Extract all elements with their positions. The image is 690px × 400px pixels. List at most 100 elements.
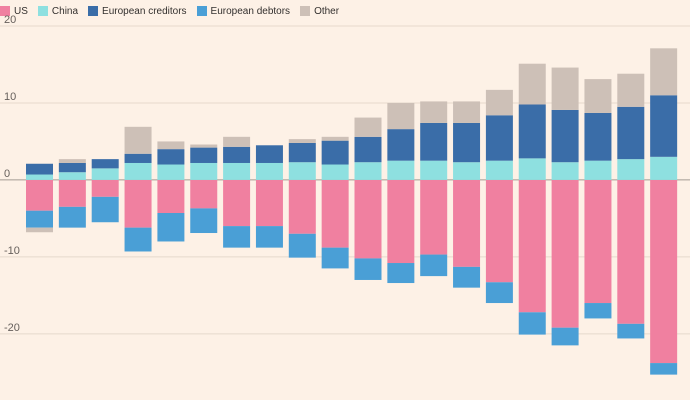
bar-segment — [354, 179, 382, 259]
bar-segment — [387, 102, 415, 130]
bar-segment — [518, 63, 546, 105]
bar-segment — [551, 162, 579, 180]
bar-segment — [420, 179, 448, 255]
bar-segment — [354, 117, 382, 137]
bar-segment — [617, 323, 645, 339]
y-tick-label: 0 — [4, 168, 10, 180]
legend-item: European debtors — [196, 6, 290, 17]
bar-segment — [190, 162, 218, 180]
bar-segment — [617, 106, 645, 160]
bar-segment — [584, 112, 612, 161]
bar-segment — [157, 179, 185, 214]
bar-segment — [354, 162, 382, 180]
legend-swatch — [37, 6, 48, 16]
bar-segment — [58, 162, 86, 173]
bar-segment — [91, 168, 119, 180]
bar-segment — [157, 141, 185, 150]
bar-segment — [124, 153, 152, 163]
bar-segment — [551, 109, 579, 163]
bar-segment — [91, 159, 119, 169]
bar-segment — [420, 160, 448, 180]
bar-segment — [453, 122, 481, 163]
bar-segment — [387, 160, 415, 180]
legend: US China European creditors European debtor… — [0, 3, 349, 19]
bar-segment — [584, 179, 612, 304]
bar-segment — [485, 115, 513, 161]
bar-segment — [650, 48, 678, 96]
legend-item: US — [0, 6, 28, 17]
y-tick-label: -10 — [4, 245, 20, 257]
bar-segment — [288, 142, 316, 163]
bar-segment — [321, 179, 349, 248]
bar-segment — [190, 147, 218, 163]
y-tick-label: 20 — [4, 14, 16, 26]
bar-segment — [518, 104, 546, 159]
legend-item: Other — [300, 6, 339, 17]
bar-segment — [255, 179, 283, 227]
bar-segment — [551, 179, 579, 328]
y-tick-label: -20 — [4, 322, 20, 334]
legend-swatch — [0, 6, 10, 16]
bar-segment — [157, 213, 185, 242]
bar-segment — [26, 163, 53, 175]
bar-segment — [255, 162, 283, 180]
bar-segment — [518, 179, 546, 313]
bar-segment — [453, 101, 481, 123]
bar-segment — [91, 179, 119, 197]
bar-segment — [584, 160, 612, 180]
bar-segment — [650, 363, 678, 375]
bar-segment — [617, 73, 645, 107]
bar-segment — [157, 149, 185, 165]
bar-segment — [387, 129, 415, 161]
bar-segment — [650, 156, 678, 180]
bar-segment — [124, 227, 152, 252]
bar-segment — [485, 160, 513, 180]
bar-segment — [157, 164, 185, 180]
bar-segment — [321, 164, 349, 180]
bar-segment — [91, 196, 119, 223]
bar-segment — [420, 254, 448, 277]
bar-segment — [518, 158, 546, 180]
bar-segment — [584, 303, 612, 319]
bar-segment — [387, 263, 415, 284]
bar-segment — [26, 227, 53, 233]
bar-segment — [288, 139, 316, 143]
bar-segment — [190, 144, 218, 148]
bar-segment — [223, 136, 251, 147]
legend-swatch — [88, 6, 99, 16]
bar-segment — [650, 179, 678, 364]
bar-segment — [223, 146, 251, 163]
bar-segment — [617, 159, 645, 180]
bar-segment — [58, 179, 86, 207]
bar-segment — [551, 327, 579, 346]
bar-segment — [321, 140, 349, 165]
bar-segment — [485, 89, 513, 116]
legend-item: China — [37, 5, 79, 17]
bar-segment — [420, 122, 448, 161]
bar-segment — [453, 162, 481, 180]
bar-segment — [518, 312, 546, 335]
bar-segment — [288, 233, 316, 258]
bar-segment — [617, 179, 645, 324]
legend-label: China — [51, 5, 79, 17]
bar-segment — [58, 206, 86, 228]
bar-segment — [124, 179, 152, 228]
legend-swatch — [300, 6, 311, 16]
bar-segment — [223, 179, 251, 227]
bar-segment — [255, 226, 283, 248]
legend-item: European creditors — [88, 6, 187, 17]
bar-segment — [223, 226, 251, 248]
bar-segment — [26, 179, 53, 211]
bar-segment — [584, 79, 612, 113]
bar-segment — [485, 179, 513, 283]
bar-segment — [124, 126, 152, 154]
bar-segment — [223, 162, 251, 180]
bar-segment — [551, 67, 579, 110]
legend-label: Other — [314, 5, 340, 17]
bar-segment — [58, 172, 86, 180]
bar-segment — [288, 162, 316, 180]
y-tick-label: 10 — [4, 91, 16, 103]
bar-segment — [453, 266, 481, 288]
bar-segment — [420, 101, 448, 123]
